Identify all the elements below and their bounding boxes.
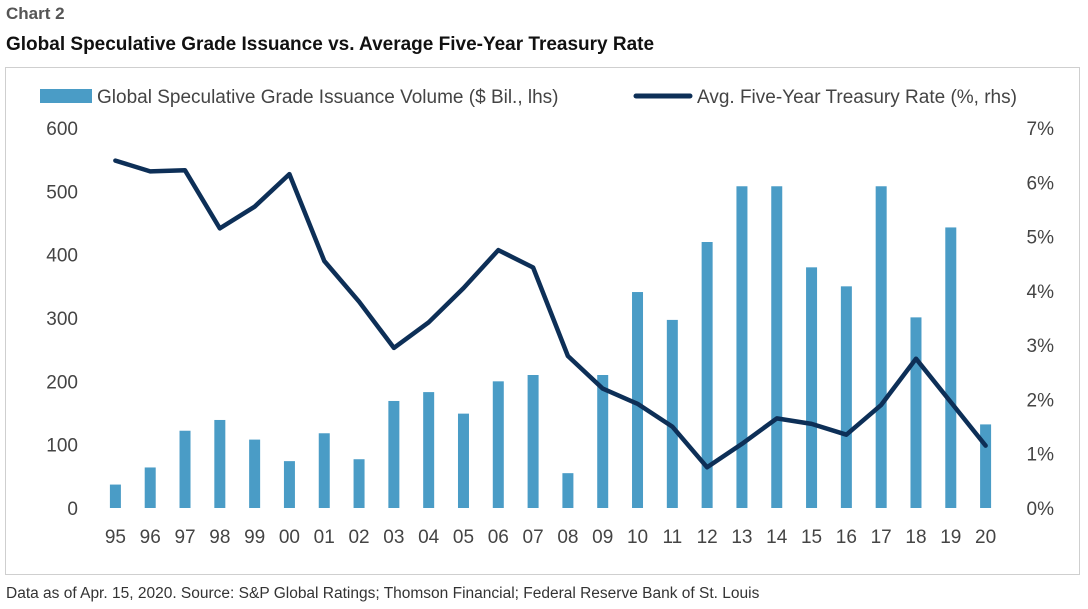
y-right-tick-label: 5% xyxy=(1027,228,1055,249)
x-tick-label: 95 xyxy=(105,527,126,548)
x-tick-label: 18 xyxy=(905,527,926,548)
x-axis: 95 96 97 98 99 00 01 02 03 04 05 06 07 08 09 10 11 12 13 14… xyxy=(105,527,996,548)
x-tick-label: 97 xyxy=(174,527,195,548)
x-tick-label: 16 xyxy=(836,527,857,548)
y-left-tick-label: 500 xyxy=(46,182,78,203)
bar xyxy=(945,227,957,508)
y-left-tick-label: 0 xyxy=(67,499,78,520)
bar xyxy=(353,459,365,508)
x-tick-label: 02 xyxy=(348,527,369,548)
series-line xyxy=(113,158,988,470)
chart-label: Chart 2 xyxy=(6,4,65,23)
bar xyxy=(980,424,992,508)
legend-line-label: Avg. Five-Year Treasury Rate (%, rhs) xyxy=(697,87,1017,108)
x-tick-label: 01 xyxy=(314,527,335,548)
bar xyxy=(806,267,818,508)
y-right-tick-label: 7% xyxy=(1027,119,1055,140)
bar xyxy=(666,319,678,508)
bar xyxy=(318,433,330,508)
bar xyxy=(840,286,852,508)
bar xyxy=(214,419,226,508)
x-tick-label: 13 xyxy=(731,527,752,548)
x-tick-label: 07 xyxy=(523,527,544,548)
x-tick-label: 20 xyxy=(975,527,996,548)
legend-bar-swatch xyxy=(40,89,92,103)
bar xyxy=(283,461,295,508)
x-tick-label: 12 xyxy=(697,527,718,548)
x-tick-label: 19 xyxy=(940,527,961,548)
footnote: Data as of Apr. 15, 2020. Source: S&P Gl… xyxy=(6,585,760,602)
x-tick-label: 06 xyxy=(488,527,509,548)
x-tick-label: 10 xyxy=(627,527,648,548)
bar xyxy=(144,467,156,508)
legend: Global Speculative Grade Issuance Volume… xyxy=(40,87,1017,108)
x-tick-label: 03 xyxy=(383,527,404,548)
bar xyxy=(109,484,121,508)
bar xyxy=(249,439,261,508)
y-right-tick-label: 0% xyxy=(1027,499,1055,520)
y-right-tick-label: 6% xyxy=(1027,173,1055,194)
x-tick-label: 96 xyxy=(140,527,161,548)
bar xyxy=(875,186,887,508)
bar-series xyxy=(109,186,992,508)
bar xyxy=(701,242,713,508)
chart-title: Global Speculative Grade Issuance vs. Av… xyxy=(6,34,655,55)
y-right-tick-label: 1% xyxy=(1027,445,1055,466)
left-axis: 0 100 200 300 400 500 600 xyxy=(46,119,78,520)
y-left-tick-label: 400 xyxy=(46,246,78,267)
x-tick-label: 99 xyxy=(244,527,265,548)
bar xyxy=(632,292,644,508)
bar xyxy=(179,430,191,508)
line-series xyxy=(113,158,988,470)
x-tick-label: 05 xyxy=(453,527,474,548)
bar xyxy=(457,413,469,508)
y-left-tick-label: 200 xyxy=(46,372,78,393)
x-tick-label: 15 xyxy=(801,527,822,548)
bar xyxy=(910,317,922,508)
right-axis: 0% 1% 2% 3% 4% 5% 6% 7% xyxy=(1027,119,1055,520)
y-right-tick-label: 4% xyxy=(1027,282,1055,303)
x-tick-label: 14 xyxy=(766,527,788,548)
x-tick-label: 98 xyxy=(209,527,230,548)
bar xyxy=(423,392,435,508)
bar xyxy=(492,381,504,508)
x-tick-label: 17 xyxy=(871,527,892,548)
y-left-tick-label: 600 xyxy=(46,119,78,140)
y-left-tick-label: 100 xyxy=(46,436,78,457)
x-tick-label: 04 xyxy=(418,527,440,548)
bar xyxy=(527,375,539,508)
legend-bar-label: Global Speculative Grade Issuance Volume… xyxy=(97,87,559,108)
bar xyxy=(388,400,400,508)
bar xyxy=(562,473,574,508)
x-tick-label: 08 xyxy=(557,527,578,548)
y-right-tick-label: 2% xyxy=(1027,390,1055,411)
chart-frame xyxy=(5,67,1080,575)
bar xyxy=(736,186,748,508)
x-tick-label: 00 xyxy=(279,527,300,548)
y-right-tick-label: 3% xyxy=(1027,336,1055,357)
bar xyxy=(597,375,609,508)
y-left-tick-label: 300 xyxy=(46,309,78,330)
bar xyxy=(771,186,783,508)
x-tick-label: 11 xyxy=(662,527,682,548)
x-tick-label: 09 xyxy=(592,527,613,548)
